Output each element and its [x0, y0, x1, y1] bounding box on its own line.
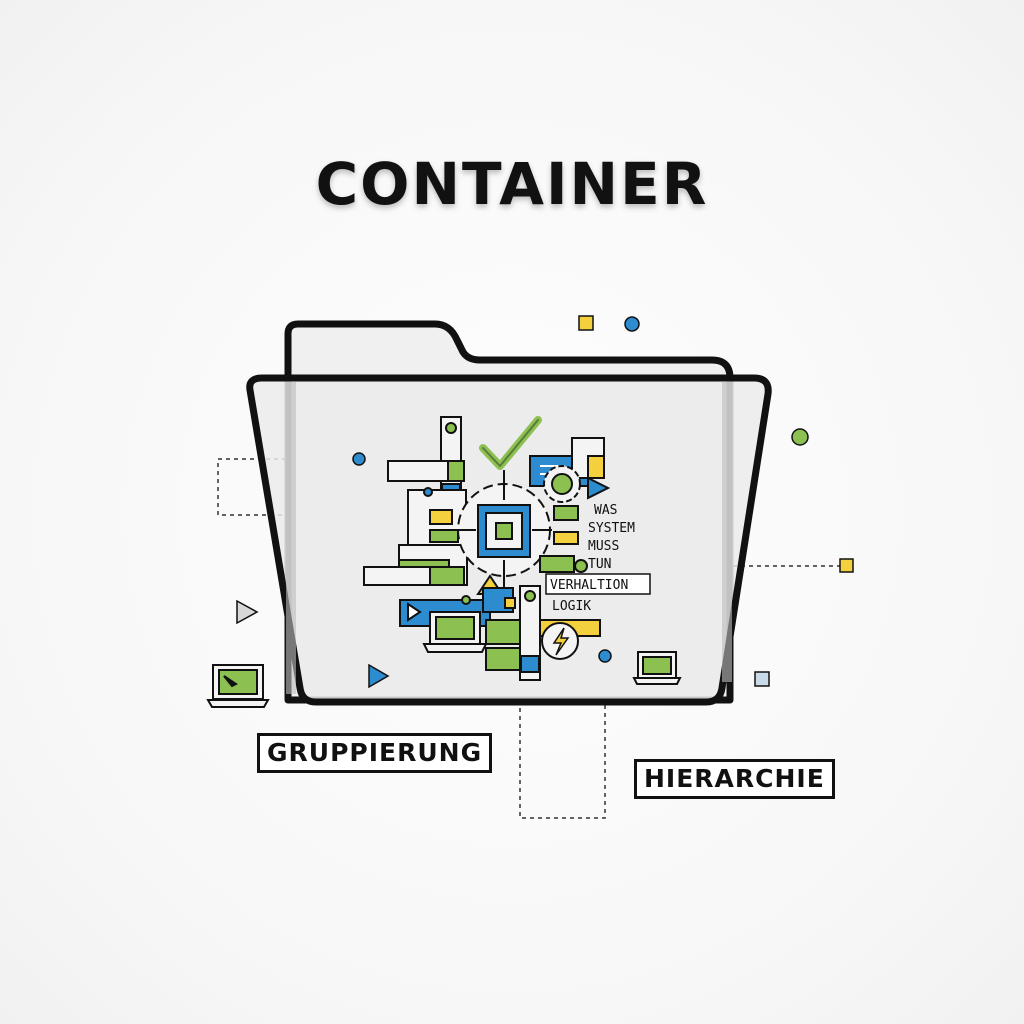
text-tun: TUN — [588, 557, 611, 572]
text-verhaltion: VERHALTION — [550, 578, 628, 593]
text-was: WAS — [594, 503, 617, 518]
label-gruppierung: GRUPPIERUNG — [257, 733, 493, 773]
decor-dot-blue — [624, 316, 640, 332]
decor-square-yellow — [839, 558, 854, 573]
logic-cluster — [363, 416, 611, 681]
connector-dot — [598, 649, 612, 663]
decor-square-yellow — [578, 315, 594, 331]
behavior-label: VERHALTION — [545, 573, 651, 595]
decor-dot-green — [791, 428, 809, 446]
laptop-icon — [422, 611, 488, 653]
gear-icon — [543, 465, 581, 503]
laptop-icon — [206, 664, 270, 708]
system-text: WAS SYSTEM MUSS TUN — [588, 503, 635, 572]
connector-dot — [352, 452, 366, 466]
page-title: CONTAINER — [315, 150, 709, 218]
text-muss: MUSS — [588, 539, 619, 554]
label-hierarchie: HIERARCHIE — [634, 759, 835, 799]
play-icon — [368, 663, 390, 689]
play-icon — [236, 599, 259, 625]
decor-square-blue — [754, 671, 770, 687]
text-logik: LOGIK — [552, 599, 591, 614]
laptop-icon — [632, 651, 682, 685]
text-system: SYSTEM — [588, 521, 635, 536]
checkmark-icon — [479, 416, 542, 470]
lightning-icon — [541, 622, 579, 660]
